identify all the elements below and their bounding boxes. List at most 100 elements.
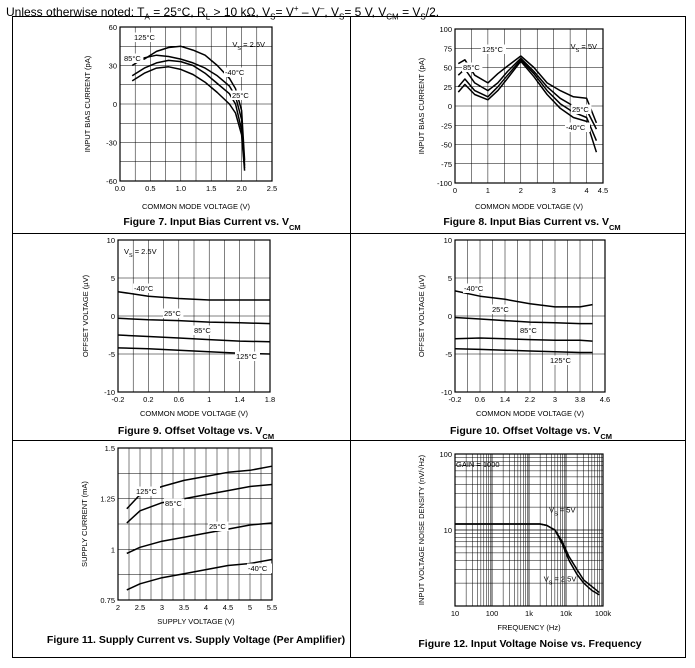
fig10-ylabel: OFFSET VOLTAGE (µV) xyxy=(417,274,426,357)
fig11-xtick-label: 4.5 xyxy=(223,603,233,612)
fig7-series-label: 85°C xyxy=(124,54,141,63)
fig10-series-label-bg xyxy=(549,355,574,365)
fig11-xtick-label: 3.5 xyxy=(179,603,189,612)
fig8-plot-frame xyxy=(454,28,604,184)
fig10-plot-frame xyxy=(454,239,606,393)
fig8-ylabel: INPUT BIAS CURRENT (pA) xyxy=(417,57,426,154)
fig8-ytick-label: 25 xyxy=(444,83,452,92)
fig10-ytick-label: 10 xyxy=(444,236,452,245)
fig11-series-label: 125°C xyxy=(136,487,158,496)
grid-divider-row2 xyxy=(13,440,685,441)
fig9-ytick-label: -5 xyxy=(108,350,115,359)
fig10-caption: Figure 10. Offset Voltage vs. VCM xyxy=(450,425,612,441)
fig10-ytick-label: 5 xyxy=(448,274,452,283)
fig8-xtick-label: 4.5 xyxy=(598,186,608,195)
fig12-xtick-label: 100k xyxy=(595,609,612,618)
fig11-xtick-label: 5 xyxy=(248,603,252,612)
fig12-caption: Figure 12. Input Voltage Noise vs. Frequ… xyxy=(418,638,641,650)
fig9-series-line xyxy=(117,317,271,325)
fig8-series-label: -40°C xyxy=(566,123,586,132)
fig10-series-line xyxy=(454,347,593,354)
fig8-ytick-label: -75 xyxy=(441,160,452,169)
fig7-series-label: 25°C xyxy=(232,91,249,100)
fig7-series-line xyxy=(131,66,246,171)
fig10-xtick-label: 0.6 xyxy=(475,395,485,404)
fig12-xlabel: FREQUENCY (Hz) xyxy=(497,623,561,632)
fig10-xtick-label: 3 xyxy=(553,395,557,404)
fig11-series-line xyxy=(126,483,273,524)
fig8-xtick-label: 3 xyxy=(552,186,556,195)
fig8-series-label-bg xyxy=(565,122,590,132)
fig9-ytick-label: 10 xyxy=(107,236,115,245)
fig8-ytick-label: -100 xyxy=(437,179,452,188)
fig12-gridlines xyxy=(454,454,603,607)
fig11-series-line xyxy=(126,522,273,555)
fig8-ytick-label: 0 xyxy=(448,102,452,111)
fig9-xlabel: COMMON MODE VOLTAGE (V) xyxy=(140,409,249,418)
fig7-ytick-label: 30 xyxy=(109,62,117,71)
fig9-series-label-bg xyxy=(133,283,158,293)
fig10-series-label-bg xyxy=(463,283,488,293)
fig7-series-label-bg xyxy=(224,67,249,77)
fig10-series-label: -40°C xyxy=(464,284,484,293)
fig11-series-line xyxy=(126,558,273,591)
fig7-series-label-bg xyxy=(133,32,158,42)
fig12-ytick-label: 100 xyxy=(439,450,452,459)
grid-divider-vertical xyxy=(350,17,351,657)
fig11-caption: Figure 11. Supply Current vs. Supply Vol… xyxy=(47,634,345,646)
fig8-ytick-label: 75 xyxy=(444,44,452,53)
fig12-annotation: GAIN = 1000 xyxy=(456,460,500,469)
fig10-ytick-label: -5 xyxy=(445,350,452,359)
fig7-caption: Figure 7. Input Bias Current vs. VCM xyxy=(123,216,300,232)
fig8-annotation: VS = 5V xyxy=(571,42,597,54)
fig9-series-label: 85°C xyxy=(194,326,211,335)
fig12-xtick-label: 100 xyxy=(486,609,499,618)
fig8-xtick-label: 1 xyxy=(486,186,490,195)
fig10-xtick-label: 2.2 xyxy=(525,395,535,404)
fig9-xtick-label: -0.2 xyxy=(112,395,125,404)
fig11-ytick-label: 1.5 xyxy=(105,444,115,453)
fig8-series-line xyxy=(457,60,598,153)
fig9-plot-frame xyxy=(117,239,271,393)
fig12-curve-label: VS = 2.5V xyxy=(544,575,577,587)
fig11-xtick-label: 3 xyxy=(160,603,164,612)
fig9-ytick-label: -10 xyxy=(104,388,115,397)
fig9-xtick-label: 1.4 xyxy=(234,395,244,404)
fig10-series-line xyxy=(454,337,593,342)
fig9-annotation: VS = 2.5V xyxy=(124,247,157,259)
fig9-xtick-label: 0.6 xyxy=(174,395,184,404)
fig12-xtick-label: 1k xyxy=(525,609,533,618)
fig8-ytick-label: 50 xyxy=(444,64,452,73)
fig8-series-label-bg xyxy=(462,62,483,72)
fig11-xtick-label: 2.5 xyxy=(135,603,145,612)
fig11-chart: 2 2.5 3 3.5 4 4.5 5 5.5 0.75 1 1.25 1.5 SUPPLY VOLTA… xyxy=(47,444,345,646)
fig9-series-line xyxy=(117,334,271,343)
fig11-series-label-bg xyxy=(164,498,185,508)
fig12-xtick-label: 10k xyxy=(560,609,572,618)
fig7-xtick-label: 1.5 xyxy=(206,184,216,193)
fig10-gridlines xyxy=(455,240,605,392)
fig11-xlabel: SUPPLY VOLTAGE (V) xyxy=(157,617,235,626)
fig7-series-label-bg xyxy=(231,90,252,100)
fig12-xtick-label: 10 xyxy=(451,609,459,618)
fig9-series-label-bg xyxy=(193,325,214,335)
fig7-xtick-label: 1.0 xyxy=(176,184,186,193)
fig11-xtick-label: 5.5 xyxy=(267,603,277,612)
fig9-series-label-bg xyxy=(235,351,260,361)
fig9-series-line xyxy=(117,290,270,301)
fig8-xtick-label: 2 xyxy=(519,186,523,195)
fig9-ylabel: OFFSET VOLTAGE (µV) xyxy=(81,274,90,357)
fig8-series-line xyxy=(457,55,598,124)
fig9-xtick-label: 0.2 xyxy=(143,395,153,404)
fig8-xtick-label: 0 xyxy=(453,186,457,195)
fig7-series-label: 125°C xyxy=(134,33,156,42)
fig7-xtick-label: 0.0 xyxy=(115,184,125,193)
fig10-series-label-bg xyxy=(491,304,512,314)
fig11-ytick-label: 1.25 xyxy=(100,495,115,504)
fig10-series-line xyxy=(454,290,593,308)
fig12-curve-label: VS = 5V xyxy=(549,505,575,517)
figure-grid xyxy=(12,16,686,658)
fig8-ytick-label: 100 xyxy=(439,25,452,34)
fig8-ytick-label: -25 xyxy=(441,121,452,130)
fig12-chart: 10 100 1k 10k 100k 10 100 FREQUENCY (Hz) INPUT V… xyxy=(417,450,642,650)
